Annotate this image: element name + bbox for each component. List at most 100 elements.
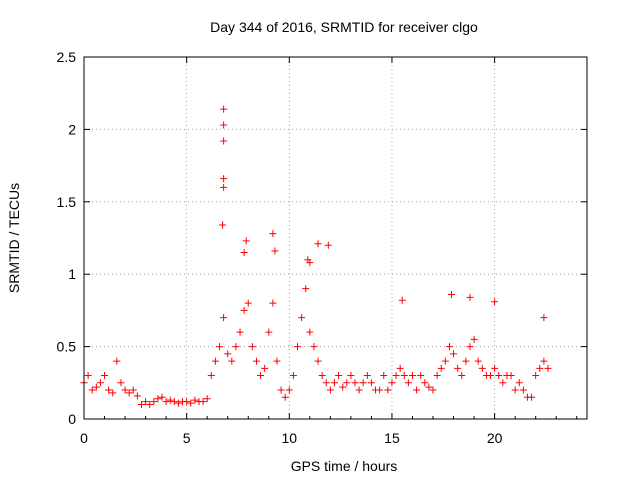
data-point xyxy=(302,285,310,293)
data-point xyxy=(154,395,162,403)
data-point xyxy=(499,379,507,387)
data-point xyxy=(491,364,499,372)
data-point xyxy=(425,383,433,391)
data-point xyxy=(265,328,273,336)
data-point xyxy=(306,328,314,336)
data-point xyxy=(540,357,548,365)
data-point xyxy=(458,372,466,380)
data-point xyxy=(487,372,495,380)
data-point xyxy=(306,259,314,267)
data-point xyxy=(441,357,449,365)
data-point xyxy=(413,386,421,394)
data-point xyxy=(252,357,260,365)
grid xyxy=(84,57,587,419)
data-point xyxy=(343,379,351,387)
y-tick-label: 2.5 xyxy=(57,49,77,65)
data-point xyxy=(544,364,552,372)
y-tick-label: 0 xyxy=(68,411,76,427)
data-point xyxy=(330,379,338,387)
data-point xyxy=(88,386,96,394)
data-point xyxy=(326,386,334,394)
data-point xyxy=(507,372,515,380)
data-point xyxy=(220,137,228,145)
data-point xyxy=(310,343,318,351)
data-point xyxy=(408,372,416,380)
data-point xyxy=(359,379,367,387)
y-tick-label: 2 xyxy=(68,121,76,137)
data-point xyxy=(199,398,207,406)
data-point xyxy=(355,386,363,394)
data-point xyxy=(220,314,228,322)
axis-ticks: 0 0.5 1 1.5 2 2.5 0 5 10 15 20 xyxy=(57,49,587,446)
data-point xyxy=(450,350,458,358)
data-point xyxy=(367,379,375,387)
chart-title: Day 344 of 2016, SRMTID for receiver clg… xyxy=(210,19,478,35)
data-point xyxy=(466,293,474,301)
data-point xyxy=(170,398,178,406)
data-point xyxy=(376,386,384,394)
data-point xyxy=(285,386,293,394)
data-point xyxy=(84,372,92,380)
data-point xyxy=(273,357,281,365)
data-point xyxy=(257,372,265,380)
data-point xyxy=(232,343,240,351)
data-point xyxy=(398,296,406,304)
data-point xyxy=(191,396,199,404)
data-point xyxy=(133,392,141,400)
data-point xyxy=(536,364,544,372)
data-point xyxy=(347,372,355,380)
data-point xyxy=(454,364,462,372)
data-point xyxy=(269,299,277,307)
data-point xyxy=(388,379,396,387)
data-point xyxy=(392,372,400,380)
data-points xyxy=(80,105,552,409)
data-point xyxy=(462,357,470,365)
data-point xyxy=(207,372,215,380)
data-point xyxy=(384,386,392,394)
x-tick-label: 0 xyxy=(80,430,88,446)
data-point xyxy=(248,343,256,351)
data-point xyxy=(324,241,332,249)
data-point xyxy=(150,398,158,406)
data-point xyxy=(351,379,359,387)
data-point xyxy=(528,393,536,401)
data-point xyxy=(433,372,441,380)
data-point xyxy=(117,379,125,387)
data-point xyxy=(236,328,244,336)
data-point xyxy=(495,372,503,380)
data-point xyxy=(96,379,104,387)
data-point xyxy=(203,395,211,403)
data-point xyxy=(244,299,252,307)
data-point xyxy=(269,230,277,238)
data-point xyxy=(429,386,437,394)
data-point xyxy=(322,379,330,387)
data-point xyxy=(220,175,228,183)
data-point xyxy=(363,372,371,380)
data-point xyxy=(540,314,548,322)
data-point xyxy=(515,379,523,387)
data-point xyxy=(240,248,248,256)
data-point xyxy=(187,399,195,407)
data-point xyxy=(219,221,227,229)
data-point xyxy=(474,357,482,365)
y-tick-label: 1.5 xyxy=(57,194,77,210)
data-point xyxy=(380,372,388,380)
data-point xyxy=(447,290,455,298)
data-point xyxy=(421,379,429,387)
data-point xyxy=(445,343,453,351)
data-point xyxy=(125,389,133,397)
data-point xyxy=(242,237,250,245)
data-point xyxy=(532,372,540,380)
data-point xyxy=(109,389,117,397)
data-point xyxy=(216,343,224,351)
data-point xyxy=(289,372,297,380)
x-tick-label: 15 xyxy=(384,430,400,446)
data-point xyxy=(437,364,445,372)
data-point xyxy=(220,121,228,129)
data-point xyxy=(162,398,170,406)
data-point xyxy=(298,314,306,322)
data-point xyxy=(101,372,109,380)
data-point xyxy=(314,240,322,248)
